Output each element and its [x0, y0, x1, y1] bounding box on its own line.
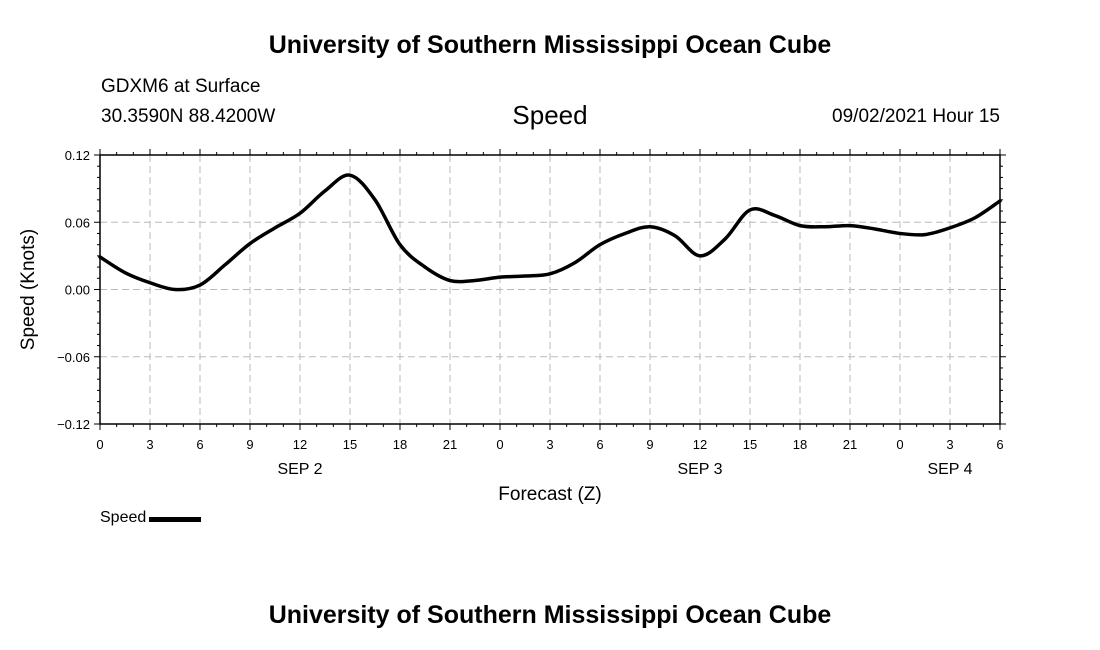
x-day-label: SEP 3 — [677, 461, 722, 478]
x-day-label: SEP 2 — [277, 461, 322, 478]
legend-label: Speed — [100, 509, 147, 526]
y-axis-title: Speed (Knots) — [18, 229, 39, 350]
y-tick-label: 0.12 — [65, 148, 90, 163]
x-tick-label: 12 — [293, 437, 307, 452]
x-tick-label: 21 — [443, 437, 457, 452]
x-axis-title: Forecast (Z) — [498, 484, 601, 505]
chart-title: Speed — [512, 100, 588, 130]
y-tick-label: −0.06 — [57, 350, 90, 365]
axis-ticks — [94, 149, 1006, 430]
x-tick-label: 9 — [246, 437, 253, 452]
legend-line-swatch — [149, 517, 202, 522]
x-tick-label: 3 — [146, 437, 153, 452]
grid-lines — [100, 155, 1000, 424]
x-tick-label: 18 — [393, 437, 407, 452]
x-day-label: SEP 4 — [927, 461, 972, 478]
x-tick-label: 0 — [96, 437, 103, 452]
x-tick-label: 15 — [343, 437, 357, 452]
x-tick-label: 3 — [946, 437, 953, 452]
x-tick-label: 12 — [693, 437, 707, 452]
x-tick-label: 15 — [743, 437, 757, 452]
x-tick-label: 6 — [196, 437, 203, 452]
y-tick-label: 0.06 — [65, 215, 90, 230]
x-tick-label: 6 — [596, 437, 603, 452]
coordinates-label: 30.3590N 88.4200W — [101, 106, 276, 127]
x-tick-label: 3 — [546, 437, 553, 452]
station-label: GDXM6 at Surface — [101, 76, 261, 97]
x-tick-label: 0 — [896, 437, 903, 452]
x-tick-label: 6 — [996, 437, 1003, 452]
x-tick-label: 9 — [646, 437, 653, 452]
x-tick-label: 18 — [793, 437, 807, 452]
y-tick-label: 0.00 — [65, 283, 90, 298]
series-line-speed — [98, 173, 1002, 292]
page-title: University of Southern Mississippi Ocean… — [268, 31, 832, 59]
legend: Speed — [100, 509, 202, 527]
y-tick-label: −0.12 — [57, 417, 90, 432]
footer-title: University of Southern Mississippi Ocean… — [268, 601, 832, 629]
datetime-label: 09/02/2021 Hour 15 — [832, 106, 1000, 127]
x-tick-label: 21 — [843, 437, 857, 452]
x-tick-label: 0 — [496, 437, 503, 452]
